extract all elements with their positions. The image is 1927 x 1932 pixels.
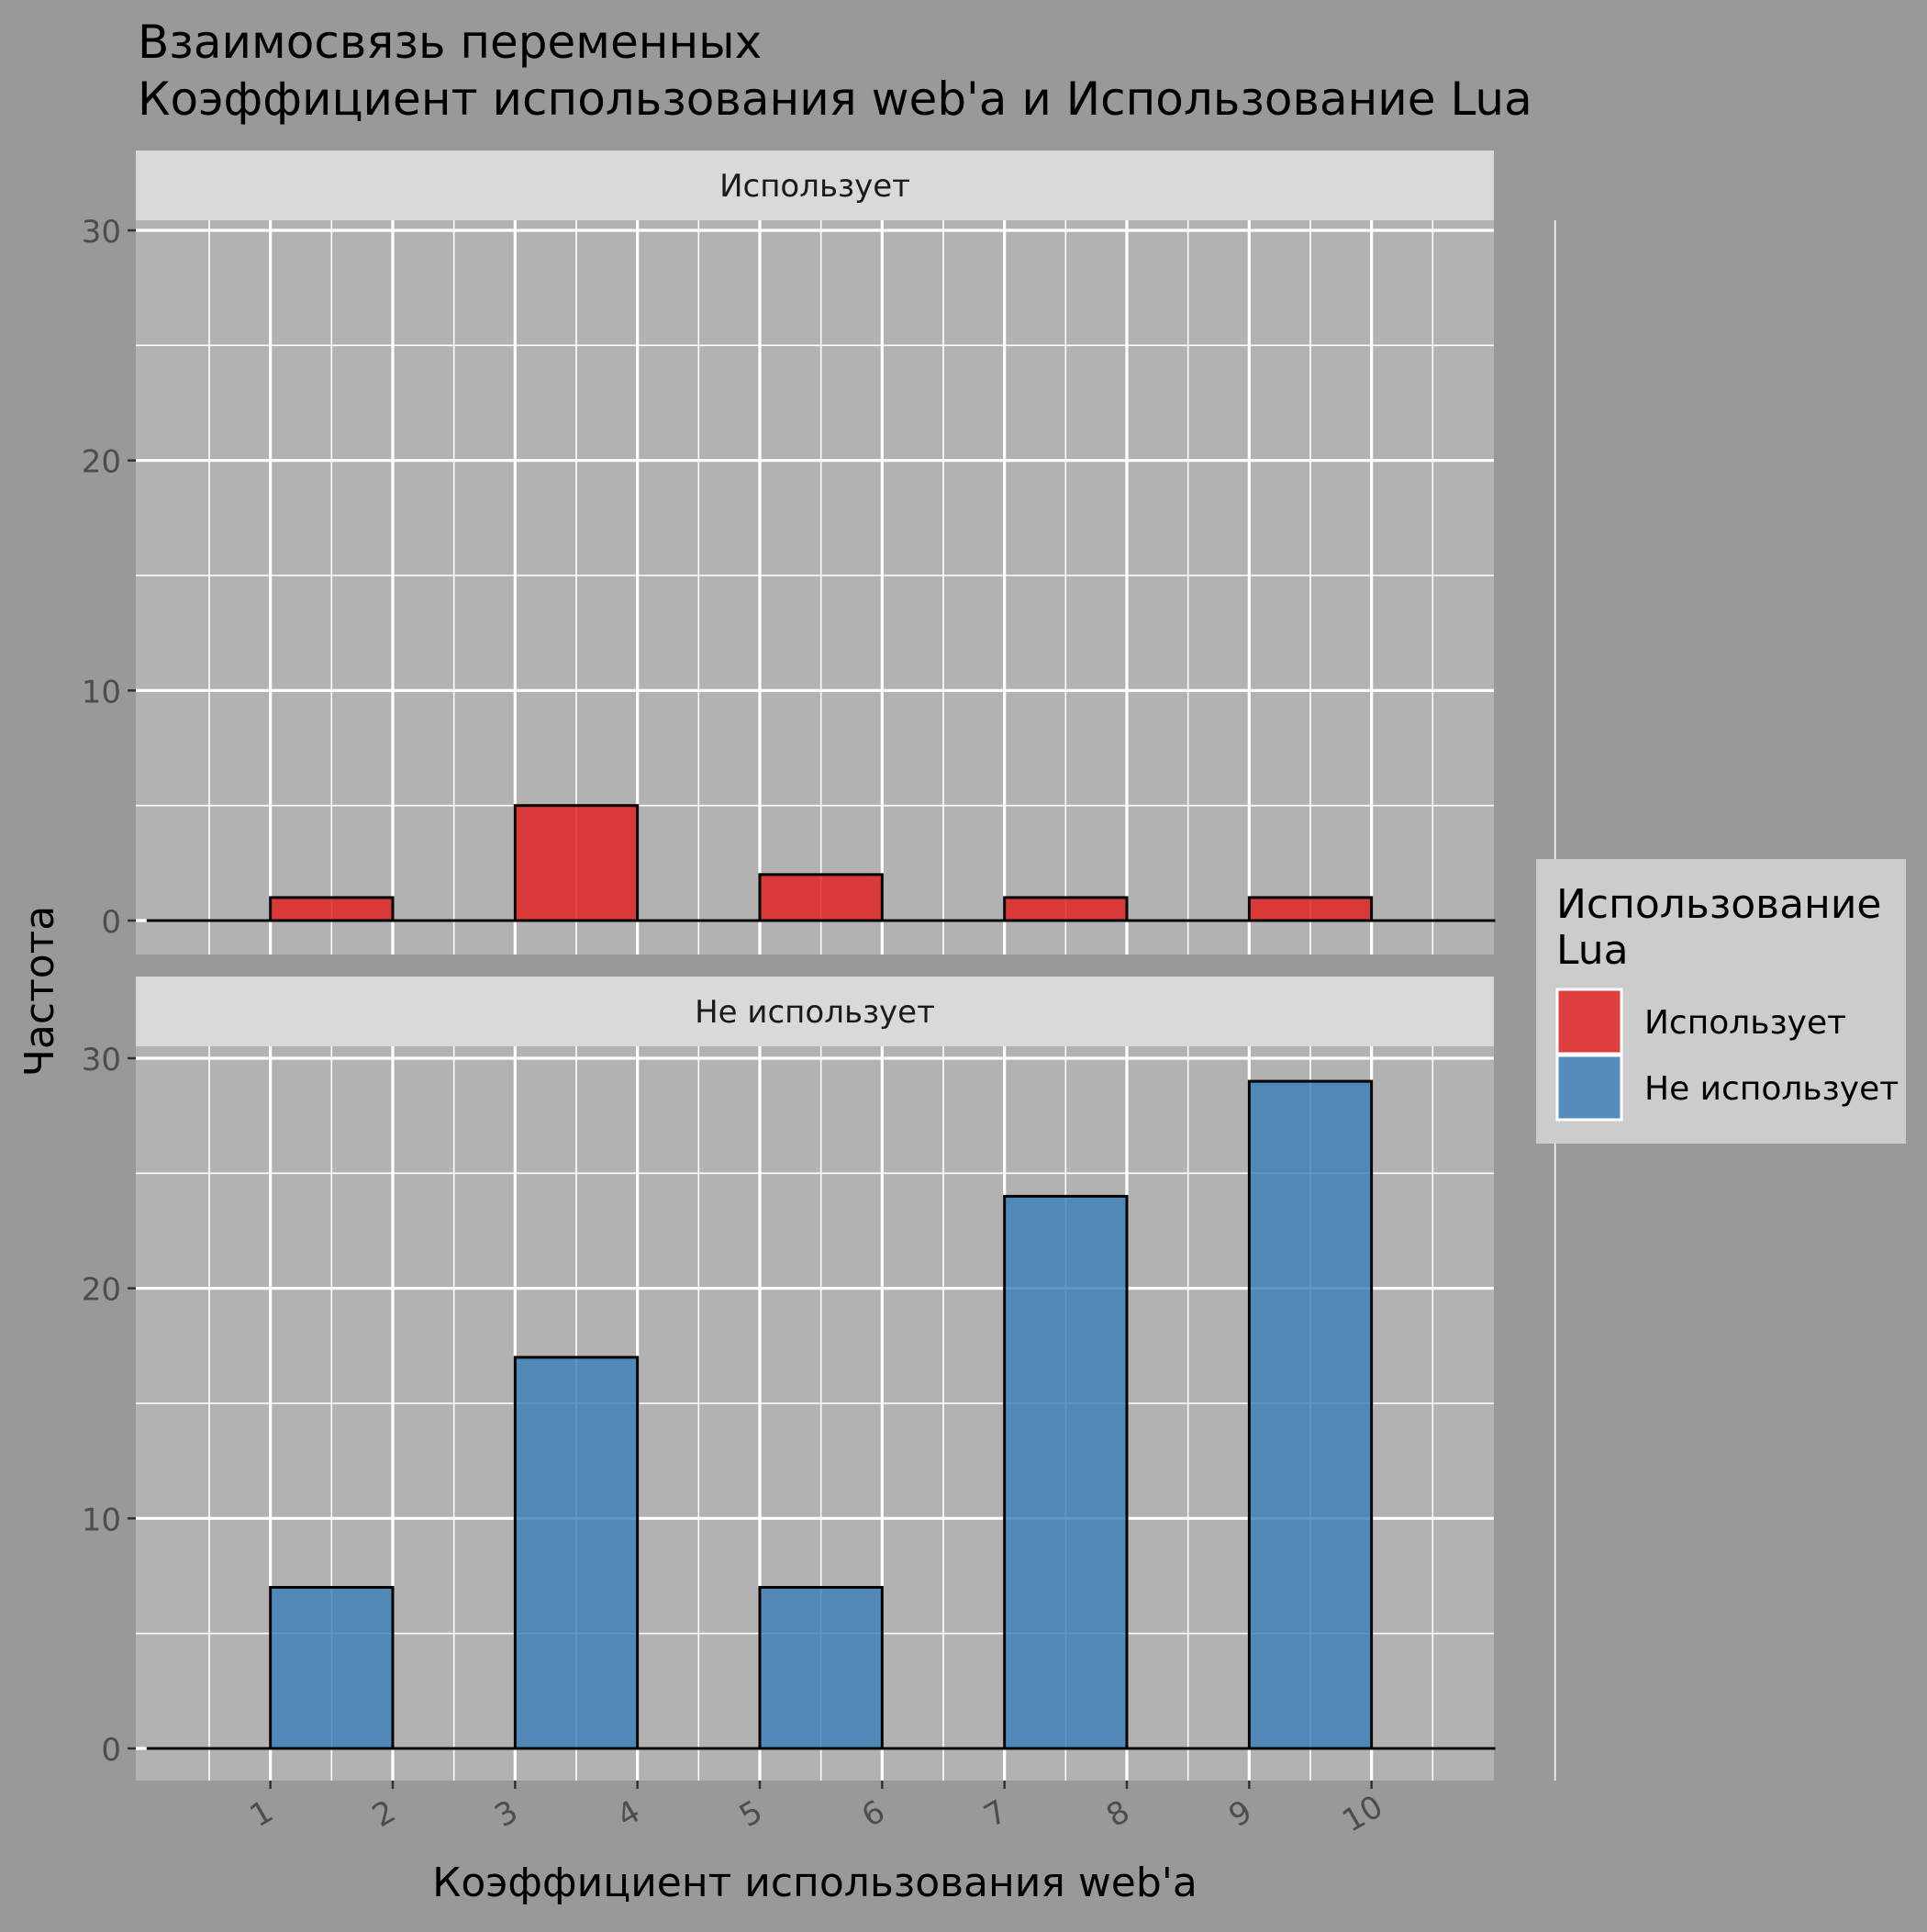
bar bbox=[760, 1588, 882, 1748]
y-tick-label: 30 bbox=[82, 1042, 121, 1078]
x-tick-label: 10 bbox=[1336, 1788, 1388, 1839]
y-tick-label: 0 bbox=[101, 1732, 121, 1769]
bar bbox=[271, 1588, 393, 1748]
bar bbox=[1005, 898, 1127, 921]
y-tick-label: 0 bbox=[101, 904, 121, 941]
x-tick-label: 9 bbox=[1222, 1793, 1258, 1835]
chart-title-line-1: Взаимосвязь переменных bbox=[138, 16, 762, 69]
bar bbox=[760, 875, 882, 921]
chart-title-line-2: Коэффициент использования web'a и Исполь… bbox=[138, 73, 1532, 126]
x-tick-label: 4 bbox=[611, 1793, 647, 1835]
x-tick-label: 2 bbox=[366, 1793, 402, 1835]
bar bbox=[515, 806, 637, 921]
legend-key bbox=[1557, 989, 1621, 1054]
x-tick-label: 1 bbox=[244, 1793, 280, 1835]
legend-key bbox=[1557, 1055, 1621, 1120]
bar bbox=[1005, 1196, 1127, 1748]
x-tick-label: 3 bbox=[488, 1793, 524, 1835]
x-tick-label: 7 bbox=[978, 1793, 1014, 1835]
panel-background bbox=[136, 220, 1494, 955]
facet-panel-1: Использует 0 10 20 30 bbox=[82, 151, 1555, 955]
bar bbox=[515, 1357, 637, 1748]
legend-label: Использует bbox=[1644, 1004, 1846, 1042]
y-tick-label: 20 bbox=[82, 1272, 121, 1309]
strip-label: Не использует bbox=[695, 994, 935, 1031]
facet-panel-2: Не использует 0 10 20 30 bbox=[82, 977, 1555, 1781]
bar bbox=[1249, 1081, 1371, 1748]
legend-title-line-2: Lua bbox=[1556, 927, 1629, 974]
x-axis-title: Коэффициент использования web'a bbox=[432, 1859, 1197, 1906]
bar bbox=[271, 898, 393, 921]
x-tick-label: 8 bbox=[1100, 1793, 1136, 1835]
legend-label: Не использует bbox=[1644, 1070, 1899, 1108]
legend-title-line-1: Использование bbox=[1556, 881, 1882, 928]
x-tick-label: 5 bbox=[733, 1793, 769, 1835]
x-tick-label: 6 bbox=[855, 1793, 891, 1835]
y-axis-title: Частота bbox=[17, 906, 63, 1077]
y-tick-label: 20 bbox=[82, 444, 121, 481]
bar bbox=[1249, 898, 1371, 921]
y-tick-label: 10 bbox=[82, 1502, 121, 1538]
y-tick-label: 10 bbox=[82, 674, 121, 710]
strip-label: Использует bbox=[719, 168, 910, 205]
y-tick-label: 30 bbox=[82, 214, 121, 251]
